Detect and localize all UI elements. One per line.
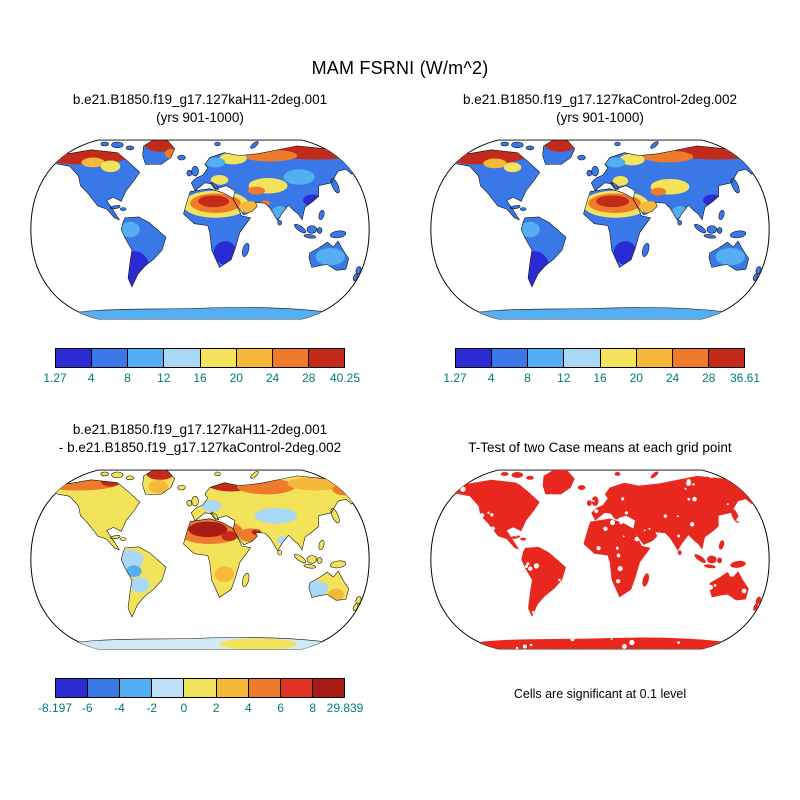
colorbar-segment <box>183 679 216 697</box>
colorbar-difference: -8.197 -6 -4 -2 0 2 4 6 8 29.839 <box>38 678 363 717</box>
colorbar-tick-label: 40.25 <box>329 371 361 385</box>
panel-title-line: b.e21.B1850.f19_g17.127kaH11-2deg.001 <box>72 91 328 107</box>
colorbar-tick-label: 4 <box>487 371 495 385</box>
colorbar-tick-label: 0 <box>180 701 188 715</box>
colorbar-segment <box>215 679 248 697</box>
colorbar-segment <box>56 349 92 367</box>
colorbar-segment <box>456 349 492 367</box>
colorbar-tick-label: -2 <box>146 701 157 715</box>
colorbar-tick-label: 1.27 <box>443 371 467 385</box>
colorbar-tick-label: 20 <box>629 371 643 385</box>
colorbar-tick-label: 24 <box>265 371 280 385</box>
colorbar-segment <box>235 349 272 367</box>
world-map-case1 <box>30 139 370 320</box>
panel-title-line: b.e21.B1850.f19_g17.127kaH11-2deg.001 <box>72 421 328 437</box>
colorbar-ticks: -8.197 -6 -4 -2 0 2 4 6 8 29.839 <box>38 701 363 717</box>
panel-case1: b.e21.B1850.f19_g17.127kaH11-2deg.001 (y… <box>0 87 400 387</box>
panel-title-line: T-Test of two Case means at each grid po… <box>468 439 732 455</box>
panel-title-line: b.e21.B1850.f19_g17.127kaControl-2deg.00… <box>463 91 737 107</box>
colorbar-segment <box>247 679 280 697</box>
colorbar-segment <box>491 349 528 367</box>
colorbar-tick-label: 1.27 <box>43 371 67 385</box>
colorbar-tick-label: 6 <box>277 701 284 715</box>
colorbar-segment <box>311 679 344 697</box>
colorbar-tick-label: -6 <box>81 701 93 715</box>
colorbar-segment <box>87 679 120 697</box>
colorbar-segment <box>163 349 200 367</box>
colorbar-tick-label: 12 <box>157 371 171 385</box>
colorbar-tick-label: 4 <box>87 371 95 385</box>
colorbar-tick-label: 2 <box>212 701 220 715</box>
panel-ttest: T-Test of two Case means at each grid po… <box>400 417 800 717</box>
world-map-ttest <box>430 469 770 650</box>
panel-difference-title: b.e21.B1850.f19_g17.127kaH11-2deg.001 - … <box>59 417 341 457</box>
colorbar-segment <box>199 349 236 367</box>
colorbar-tick-label: -4 <box>114 701 125 715</box>
colorbar-segment <box>707 349 744 367</box>
world-map-case2 <box>430 139 770 320</box>
colorbar-segment <box>671 349 708 367</box>
colorbar-tick-label: 28 <box>702 371 716 385</box>
panel-title-line: - b.e21.B1850.f19_g17.127kaControl-2deg.… <box>58 439 342 455</box>
colorbar-bar <box>455 348 745 368</box>
colorbar-segment <box>271 349 308 367</box>
colorbar-bar <box>55 348 345 368</box>
colorbar-case2: 1.27 4 8 12 16 20 24 28 36.61 <box>443 348 760 387</box>
panel-case2: b.e21.B1850.f19_g17.127kaControl-2deg.00… <box>400 87 800 387</box>
panel-ttest-title: T-Test of two Case means at each grid po… <box>468 417 731 457</box>
colorbar-tick-label: 4 <box>244 701 252 715</box>
world-map-difference <box>30 469 370 650</box>
panel-case1-title: b.e21.B1850.f19_g17.127kaH11-2deg.001 (y… <box>73 87 327 127</box>
colorbar-segment <box>563 349 600 367</box>
colorbar-segment <box>151 679 184 697</box>
colorbar-case1: 1.27 4 8 12 16 20 24 28 40.25 <box>43 348 360 387</box>
colorbar-tick-label: 24 <box>665 371 680 385</box>
colorbar-tick-label: 28 <box>302 371 316 385</box>
colorbar-segment <box>279 679 312 697</box>
colorbar-tick-label: 29.839 <box>326 701 364 715</box>
colorbar-tick-label: 20 <box>229 371 243 385</box>
colorbar-segment <box>91 349 128 367</box>
colorbar-segment <box>307 349 344 367</box>
colorbar-bar <box>55 678 345 698</box>
colorbar-segment <box>635 349 672 367</box>
colorbar-tick-label: 36.61 <box>729 371 761 385</box>
colorbar-tick-label: -8.197 <box>37 701 73 715</box>
colorbar-segment <box>527 349 564 367</box>
panel-title-line: (yrs 901-1000) <box>156 109 244 125</box>
panel-difference: b.e21.B1850.f19_g17.127kaH11-2deg.001 - … <box>0 417 400 717</box>
significance-caption: Cells are significant at 0.1 level <box>513 687 687 701</box>
coastlines <box>37 470 368 649</box>
colorbar-tick-label: 8 <box>124 371 131 385</box>
colorbar-segment <box>119 679 152 697</box>
panel-case2-title: b.e21.B1850.f19_g17.127kaControl-2deg.00… <box>463 87 737 127</box>
colorbar-ticks: 1.27 4 8 12 16 20 24 28 40.25 <box>43 371 360 387</box>
colorbar-tick-label: 12 <box>557 371 571 385</box>
figure-title: MAM FSRNI (W/m^2) <box>311 58 489 78</box>
panel-title-line: (yrs 901-1000) <box>556 109 644 125</box>
panel-grid: b.e21.B1850.f19_g17.127kaH11-2deg.001 (y… <box>0 87 800 717</box>
colorbar-tick-label: 16 <box>193 371 207 385</box>
colorbar-ticks: 1.27 4 8 12 16 20 24 28 36.61 <box>443 371 760 387</box>
colorbar-segment <box>56 679 88 697</box>
colorbar-segment <box>599 349 636 367</box>
colorbar-tick-label: 8 <box>524 371 531 385</box>
colorbar-tick-label: 8 <box>309 701 317 715</box>
coastlines <box>437 140 768 319</box>
colorbar-tick-label: 16 <box>593 371 607 385</box>
colorbar-segment <box>127 349 164 367</box>
